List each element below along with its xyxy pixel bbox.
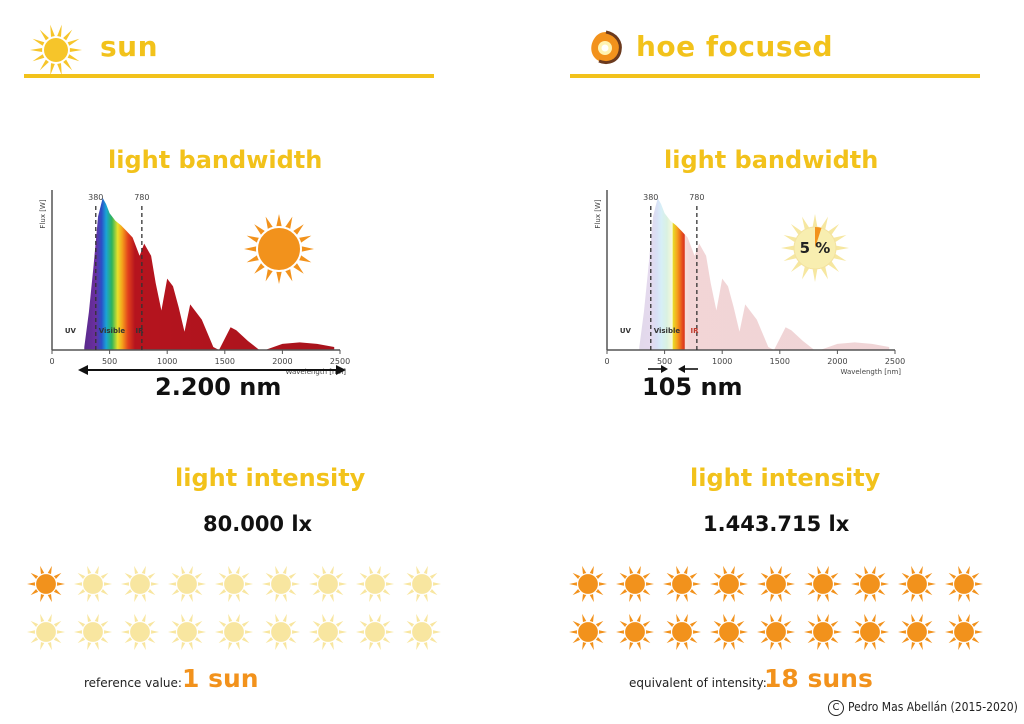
footer-value-right: 18 suns [764,664,873,693]
sun-icon-dim [262,565,300,603]
sun-icon-dim [168,565,206,603]
region-label-ir: IR [136,327,145,335]
y-axis-label: Flux [W] [594,199,602,228]
sun-grid-left [27,565,441,651]
bandwidth-arrows-right [648,365,698,373]
sun-icon-lit [569,613,607,651]
sun-icon-lit [804,565,842,603]
region-label-ir: IR [691,327,700,335]
spectrum-chart-hoe: 0 500 1000 1500 2000 2500 Flux [W] Wavelength [… [594,190,905,376]
bandwidth-heading-right: light bandwidth [664,146,879,174]
sun-icon-lit [898,565,936,603]
sun-icon-dim [262,613,300,651]
title-underline-left [24,74,434,78]
x-axis-label: Wavelength [nm] [841,368,902,376]
marker-label-380: 380 [88,193,103,202]
percent-badge-label: 5 % [799,239,831,257]
region-label-visible: Visible [654,327,681,335]
spectrum-chart-sun: 0 500 1000 1500 2000 2500 Flux [W] Wavelength [… [39,190,350,376]
panel-title-sun: sun [100,30,159,63]
sun-icon-dim [403,565,441,603]
sun-icon-lit [27,565,65,603]
x-tick-label: 2500 [330,357,350,366]
footer-label-left: reference value: [84,676,182,690]
percent-sun-badge [781,214,849,282]
marker-label-380: 380 [643,193,658,202]
x-tick-label: 500 [102,357,117,366]
sun-icon-dim [403,613,441,651]
sun-icon-lit [945,613,983,651]
x-tick-label: 2000 [827,357,847,366]
sun-icon-dim [74,613,112,651]
sun-icon-dim [215,613,253,651]
spectrum-band-highlight [672,222,685,350]
copyright-icon: C [828,700,844,716]
bandwidth-heading-left: light bandwidth [108,146,323,174]
intensity-heading-right: light intensity [690,464,881,492]
credit-text: Pedro Mas Abellán (2015-2020) [848,700,1018,714]
x-tick-label: 2000 [272,357,292,366]
region-label-visible: Visible [99,327,126,335]
y-axis-label: Flux [W] [39,199,47,228]
x-axis-label: Wavelength [nm] [286,368,347,376]
x-tick-label: 1000 [157,357,177,366]
sun-icon [30,24,82,76]
title-underline-right [570,74,980,78]
sun-icon-dim [356,565,394,603]
sun-icon-dim [168,613,206,651]
sun-icon-dim [309,565,347,603]
sun-icon-lit [757,565,795,603]
sun-icon-lit [757,613,795,651]
intensity-value-left: 80.000 lx [203,512,313,536]
marker-label-780: 780 [134,193,149,202]
sun-icon-dim [215,565,253,603]
spectrum-area [84,198,335,350]
sun-icon-lit [851,613,889,651]
sun-illustration [244,214,314,284]
sun-icon-lit [898,613,936,651]
sun-icon-lit [851,565,889,603]
sun-icon-lit [804,613,842,651]
bandwidth-arrow-left [78,365,346,375]
intensity-heading-left: light intensity [175,464,366,492]
x-tick-label: 1000 [712,357,732,366]
x-tick-label: 500 [657,357,672,366]
marker-label-780: 780 [689,193,704,202]
x-tick-label: 0 [49,357,54,366]
sun-icon-lit [569,565,607,603]
bandwidth-value-right: 105 nm [642,373,743,401]
footer-value-left: 1 sun [182,664,259,693]
spectrum-area-faded [639,198,890,350]
sun-icon-lit [945,565,983,603]
footer-label-right: equivalent of intensity: [629,676,767,690]
x-tick-label: 0 [604,357,609,366]
sun-icon-dim [309,613,347,651]
x-tick-label: 2500 [885,357,905,366]
sun-icon-dim [74,565,112,603]
sun-icon-lit [663,613,701,651]
sun-icon-lit [616,565,654,603]
sun-icon-dim [121,565,159,603]
x-tick-label: 1500 [215,357,235,366]
panel-title-hoe-focused: hoe focused [636,30,834,63]
sun-icon-dim [121,613,159,651]
sun-grid-right [569,565,983,651]
sun-icon-lit [710,613,748,651]
sun-icon-lit [616,613,654,651]
intensity-value-right: 1.443.715 lx [703,512,850,536]
sun-icon-lit [710,565,748,603]
sun-icon-dim [356,613,394,651]
region-label-uv: UV [620,327,632,335]
region-label-uv: UV [65,327,77,335]
bandwidth-value-left: 2.200 nm [155,373,282,401]
focused-sun-icon [591,30,622,65]
sun-icon-dim [27,613,65,651]
sun-icon-lit [663,565,701,603]
x-tick-label: 1500 [770,357,790,366]
